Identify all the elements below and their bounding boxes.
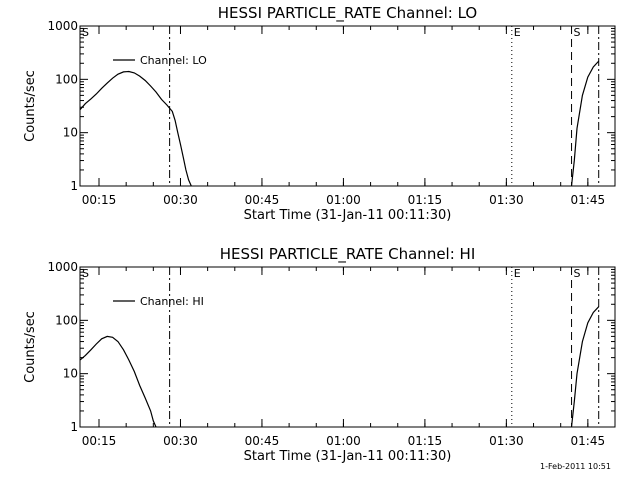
y-tick-label: 100 — [55, 72, 78, 86]
y-tick-label: 1000 — [47, 260, 78, 274]
time-marker-label: S — [82, 26, 89, 39]
plot-frame — [79, 266, 616, 428]
y-axis-label: Counts/sec — [23, 70, 38, 142]
x-tick-label: 01:30 — [489, 434, 524, 448]
y-tick-label: 10 — [63, 126, 78, 140]
y-tick-label: 1000 — [47, 19, 78, 33]
y-tick-label: 100 — [55, 313, 78, 327]
x-tick-label: 00:15 — [82, 434, 117, 448]
chart-panel-1: HESSI PARTICLE_RATE Channel: LO 1 10 100 100… — [23, 4, 616, 223]
time-marker-label: S — [82, 267, 89, 280]
x-tick-label: 01:15 — [408, 434, 443, 448]
time-marker-label: E — [514, 26, 521, 39]
x-axis-label: Start Time (31-Jan-11 00:11:30) — [244, 449, 452, 464]
chart-title: HESSI PARTICLE_RATE Channel: HI — [220, 245, 476, 264]
series-line — [570, 60, 600, 187]
x-tick-label: 00:15 — [82, 193, 117, 207]
x-tick-label: 00:45 — [245, 193, 280, 207]
x-tick-label: 01:15 — [408, 193, 443, 207]
plot-frame — [79, 25, 616, 187]
x-tick-label: 01:45 — [571, 434, 606, 448]
chart-panel-2: HESSI PARTICLE_RATE Channel: HI 1 10 100 100… — [23, 245, 616, 464]
legend-label: Channel: LO — [140, 54, 207, 67]
x-tick-label: 00:30 — [163, 434, 198, 448]
series-line — [79, 70, 192, 187]
time-marker-label: E — [514, 267, 521, 280]
x-tick-label: 00:45 — [245, 434, 280, 448]
x-tick-label: 01:00 — [326, 193, 361, 207]
y-tick-label: 10 — [63, 367, 78, 381]
series-line — [570, 306, 600, 428]
time-marker-label: S — [574, 26, 581, 39]
x-tick-label: 01:00 — [326, 434, 361, 448]
footer-timestamp: 1-Feb-2011 10:51 — [540, 462, 611, 471]
x-axis-label: Start Time (31-Jan-11 00:11:30) — [244, 208, 452, 223]
x-tick-label: 01:45 — [571, 193, 606, 207]
x-tick-label: 00:30 — [163, 193, 198, 207]
x-tick-label: 01:30 — [489, 193, 524, 207]
y-tick-label: 1 — [70, 420, 78, 434]
chart-title: HESSI PARTICLE_RATE Channel: LO — [218, 4, 477, 23]
time-marker-label: S — [574, 267, 581, 280]
y-tick-label: 1 — [70, 179, 78, 193]
legend-label: Channel: HI — [140, 295, 204, 308]
y-axis-label: Counts/sec — [23, 311, 38, 383]
series-line — [79, 335, 157, 428]
